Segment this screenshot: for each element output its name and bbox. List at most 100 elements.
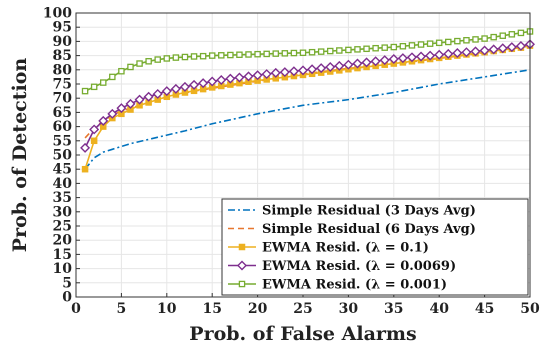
data-point [118,67,125,75]
legend-sample-2 [228,243,256,251]
y-tick-label: 20 [53,233,73,249]
data-point [345,46,352,54]
data-point [288,66,299,77]
series-line [84,69,531,170]
legend-label-0: Simple Residual (3 Days Avg) [262,204,476,219]
y-tick-label: 25 [53,219,72,235]
data-point [281,50,289,57]
x-tick-label: 50 [520,301,540,317]
data-point [216,75,227,86]
data-point [361,57,372,68]
data-point [336,47,343,54]
data-point [272,50,280,57]
data-point [234,72,245,83]
data-point [506,42,517,53]
x-tick-label: 5 [117,301,127,317]
legend-box [221,198,529,296]
data-point [399,42,407,50]
legend-label-1: Simple Residual (6 Days Avg) [262,222,476,237]
data-point [363,45,370,53]
x-tick-label: 25 [293,301,312,317]
data-point [416,51,427,62]
data-point [238,280,246,288]
legend-label-2: EWMA Resid. (λ = 0.1) [262,241,429,256]
x-tick-label: 10 [157,301,177,317]
data-point [354,46,361,53]
data-point [172,54,180,61]
data-point [479,45,490,56]
data-point [199,52,207,60]
series-4 [81,28,534,95]
legend: Simple Residual (3 Days Avg) Simple Resi… [221,198,529,296]
data-point [497,43,508,54]
data-point [406,52,417,63]
data-point [325,61,336,72]
data-point [90,83,98,91]
data-point [243,71,254,82]
data-point [189,79,200,90]
y-tick-label: 60 [53,119,73,135]
data-point [190,53,198,60]
data-point [408,42,416,49]
data-point [443,48,454,59]
data-point [390,43,398,51]
data-point [125,98,136,109]
data-point [515,40,526,51]
axis-ticks: 0 5 10 15 20 25 30 35 40 45 5005101520253035404550… [43,6,540,318]
data-point [372,44,379,52]
x-tick-label: 45 [475,301,494,317]
data-point [490,33,497,41]
y-tick-label: 15 [53,247,72,263]
y-tick-label: 100 [43,6,72,22]
data-point [481,35,488,42]
data-point [181,53,189,61]
data-point [417,41,425,48]
x-tick-label: 30 [339,301,359,317]
data-point [227,51,234,59]
data-point [134,94,145,105]
data-point [472,36,479,43]
data-point [352,58,363,69]
legend-entry-0: Simple Residual (3 Days Avg) [228,204,476,219]
data-point [426,40,434,47]
legend-label-3: EWMA Resid. (λ = 0.0069) [262,259,456,274]
legend-sample-4 [228,280,256,288]
data-point [290,49,298,57]
y-tick-label: 0 [62,290,72,306]
x-tick-label: 0 [71,301,81,317]
x-tick-label: 35 [384,301,403,317]
data-point [343,59,354,70]
data-point [381,44,388,51]
data-point [145,58,152,65]
data-point [163,55,171,62]
data-point [397,53,408,64]
x-tick-label: 20 [248,301,268,317]
y-tick-label: 80 [53,62,73,78]
legend-entry-4: EWMA Resid. (λ = 0.001) [228,278,447,293]
legend-sample-3 [228,260,256,271]
data-point [198,78,209,89]
data-point [143,91,154,102]
data-point [316,63,327,74]
data-point [89,124,100,135]
x-axis-label: Prob. of False Alarms [189,323,416,345]
data-point [109,73,116,81]
y-tick-label: 35 [53,190,72,206]
data-point [81,87,89,95]
data-point [463,37,470,44]
data-point [261,69,272,80]
data-point [454,37,461,45]
data-point [317,48,325,55]
y-tick-label: 10 [53,261,73,277]
data-point [307,64,318,75]
series-0 [84,69,531,170]
data-point [308,48,316,56]
data-point [279,67,290,78]
data-point [252,70,263,81]
data-point [80,142,91,153]
y-tick-label: 75 [53,77,72,93]
y-tick-label: 40 [53,176,73,192]
y-tick-label: 55 [53,133,72,149]
data-point [225,73,236,84]
data-point [152,88,163,99]
